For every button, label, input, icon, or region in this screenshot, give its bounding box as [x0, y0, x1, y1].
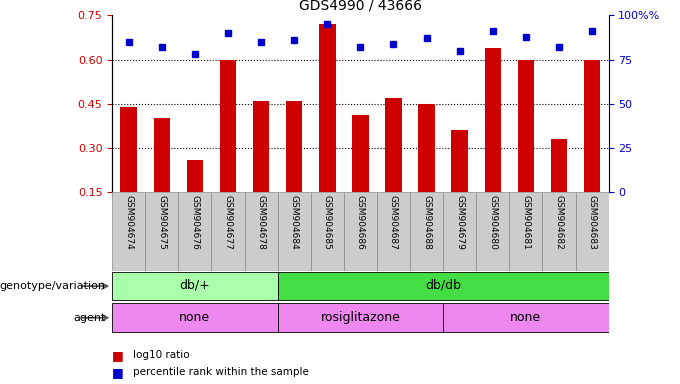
- Bar: [253, 101, 269, 192]
- Bar: [211, 192, 245, 271]
- Bar: [245, 192, 277, 271]
- Text: none: none: [180, 311, 211, 324]
- Text: none: none: [510, 311, 541, 324]
- Text: rosiglitazone: rosiglitazone: [320, 311, 401, 324]
- Bar: [517, 60, 534, 192]
- Bar: [186, 160, 203, 192]
- Bar: [543, 192, 575, 271]
- Text: GSM904676: GSM904676: [190, 195, 199, 250]
- Text: db/+: db/+: [180, 279, 210, 292]
- Bar: [112, 192, 146, 271]
- Bar: [220, 60, 237, 192]
- Text: db/db: db/db: [425, 279, 461, 292]
- Text: GSM904682: GSM904682: [554, 195, 564, 250]
- Bar: [112, 272, 277, 300]
- Text: log10 ratio: log10 ratio: [133, 350, 189, 360]
- Bar: [319, 24, 336, 192]
- Bar: [410, 192, 443, 271]
- Bar: [311, 192, 344, 271]
- Text: GSM904674: GSM904674: [124, 195, 133, 250]
- Text: GSM904686: GSM904686: [356, 195, 365, 250]
- Bar: [277, 272, 609, 300]
- Bar: [551, 139, 567, 192]
- Bar: [277, 192, 311, 271]
- Text: GSM904678: GSM904678: [256, 195, 266, 250]
- Text: GSM904681: GSM904681: [522, 195, 530, 250]
- Text: GSM904684: GSM904684: [290, 195, 299, 250]
- Bar: [112, 303, 277, 333]
- Bar: [120, 107, 137, 192]
- Bar: [418, 104, 435, 192]
- Bar: [575, 192, 609, 271]
- Text: GSM904685: GSM904685: [323, 195, 332, 250]
- Bar: [377, 192, 410, 271]
- Bar: [146, 192, 178, 271]
- Bar: [386, 98, 402, 192]
- Bar: [277, 303, 443, 333]
- Bar: [509, 192, 543, 271]
- Bar: [443, 303, 609, 333]
- Text: ■: ■: [112, 349, 124, 362]
- Text: genotype/variation: genotype/variation: [0, 281, 105, 291]
- Bar: [286, 101, 303, 192]
- Bar: [352, 116, 369, 192]
- Text: percentile rank within the sample: percentile rank within the sample: [133, 367, 309, 377]
- Bar: [443, 192, 476, 271]
- Text: agent: agent: [73, 313, 105, 323]
- Bar: [154, 118, 170, 192]
- Text: ■: ■: [112, 366, 124, 379]
- Bar: [476, 192, 509, 271]
- Bar: [178, 192, 211, 271]
- Bar: [452, 130, 468, 192]
- Bar: [484, 48, 501, 192]
- Text: GSM904687: GSM904687: [389, 195, 398, 250]
- Bar: [344, 192, 377, 271]
- Title: GDS4990 / 43666: GDS4990 / 43666: [299, 0, 422, 13]
- Text: GSM904683: GSM904683: [588, 195, 596, 250]
- Bar: [584, 60, 600, 192]
- Text: GSM904675: GSM904675: [157, 195, 167, 250]
- Text: GSM904688: GSM904688: [422, 195, 431, 250]
- Text: GSM904679: GSM904679: [455, 195, 464, 250]
- Text: GSM904677: GSM904677: [224, 195, 233, 250]
- Text: GSM904680: GSM904680: [488, 195, 497, 250]
